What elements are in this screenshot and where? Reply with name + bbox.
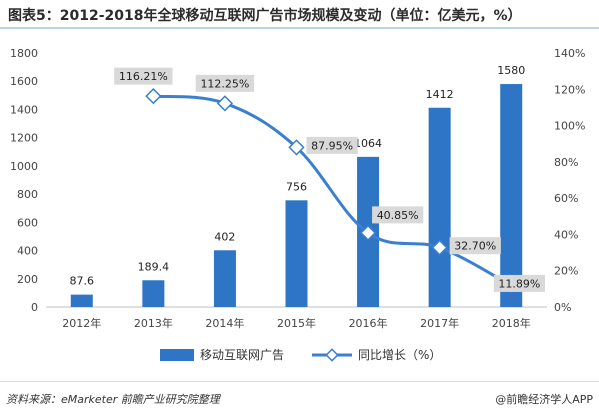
legend-line-marker: [325, 348, 339, 362]
x-tick-label: 2012年: [62, 316, 101, 330]
bar-labels: 87.6 189.4 402 756 1064 1412 1580: [70, 64, 526, 288]
y-left-tick-label: 1000: [10, 160, 38, 173]
x-tick-label: 2015年: [277, 316, 316, 330]
growth-value-label: 112.25%: [200, 77, 249, 90]
axes: 0 200 400 600 800 1000 1200 1400 1600 1800 0% 20% 40…: [10, 47, 585, 330]
bar: [500, 84, 523, 308]
growth-label-box: [114, 67, 173, 85]
growth-label-box: [449, 237, 501, 255]
y-right-tick-label: 60%: [554, 192, 578, 205]
y-left-tick-label: 600: [17, 216, 38, 229]
legend-bar-swatch: [160, 349, 194, 361]
growth-label-box: [372, 206, 424, 224]
growth-value-label: 87.95%: [311, 139, 353, 152]
footer-divider: [0, 381, 599, 382]
y-left-tick-label: 0: [31, 301, 38, 314]
growth-marker: [216, 95, 234, 112]
y-left-tick-label: 200: [17, 273, 38, 286]
bar-series: [70, 84, 523, 308]
y-left-tick-label: 400: [17, 245, 38, 258]
bar-value-label: 189.4: [138, 260, 170, 273]
bar-value-label: 1064: [354, 137, 382, 150]
bar: [213, 250, 236, 307]
y-right-tick-label: 40%: [554, 228, 578, 241]
x-tick-label: 2013年: [134, 316, 173, 330]
title-divider: [0, 27, 599, 29]
y-left-tick-label: 1600: [10, 75, 38, 88]
growth-value-label: 32.70%: [454, 240, 496, 253]
x-tick-label: 2014年: [205, 316, 244, 330]
y-right-tick-label: 120%: [554, 83, 585, 96]
source-note: 资料来源：eMarketer 前瞻产业研究院整理: [6, 393, 220, 406]
bar-value-label: 402: [214, 230, 235, 243]
chart-title: 图表5：2012-2018年全球移动互联网广告市场规模及变动（单位：亿美元，%）: [8, 8, 522, 24]
y-left-tick-label: 800: [17, 188, 38, 201]
growth-marker: [288, 139, 305, 156]
y-left-tick-label: 1800: [10, 47, 38, 60]
bar: [428, 107, 451, 307]
y-right-tick-label: 140%: [554, 47, 585, 60]
x-tick-label: 2018年: [492, 316, 531, 330]
growth-label-box: [306, 136, 358, 154]
growth-line: [153, 94, 512, 287]
legend: 移动互联网广告 同比增长（%）: [160, 348, 441, 362]
y-left-tick-label: 1400: [10, 103, 38, 116]
growth-marker: [145, 88, 162, 105]
bar-value-label: 1412: [426, 88, 454, 101]
y-right-tick-label: 80%: [554, 156, 578, 169]
growth-value-label: 11.89%: [498, 277, 540, 290]
legend-bar-label: 移动互联网广告: [200, 348, 284, 362]
growth-label-box: [493, 274, 545, 292]
bar-value-label: 756: [286, 180, 307, 193]
growth-value-label: 116.21%: [119, 70, 168, 83]
y-right-tick-label: 100%: [554, 120, 585, 133]
x-tick-label: 2017年: [420, 316, 459, 330]
bar-value-label: 87.6: [70, 275, 95, 288]
bar: [285, 200, 308, 307]
growth-line-series: [145, 88, 520, 294]
bar: [142, 280, 165, 307]
growth-value-label: 40.85%: [377, 209, 419, 222]
y-left-tick-label: 1200: [10, 132, 38, 145]
growth-label-box: [195, 74, 255, 92]
bar: [70, 294, 93, 307]
bar-value-label: 1580: [497, 64, 525, 77]
y-right-tick-label: 20%: [554, 265, 578, 278]
brand-credit: @前瞻经济学人APP: [495, 393, 593, 406]
y-right-tick-label: 0%: [554, 301, 571, 314]
growth-marker: [359, 224, 377, 242]
x-tick-label: 2016年: [349, 316, 388, 330]
legend-line-label: 同比增长（%）: [358, 348, 441, 362]
growth-marker: [431, 239, 448, 256]
growth-labels: 116.21% 112.25% 87.95% 40.85% 32.70% 11.89%: [114, 67, 545, 292]
